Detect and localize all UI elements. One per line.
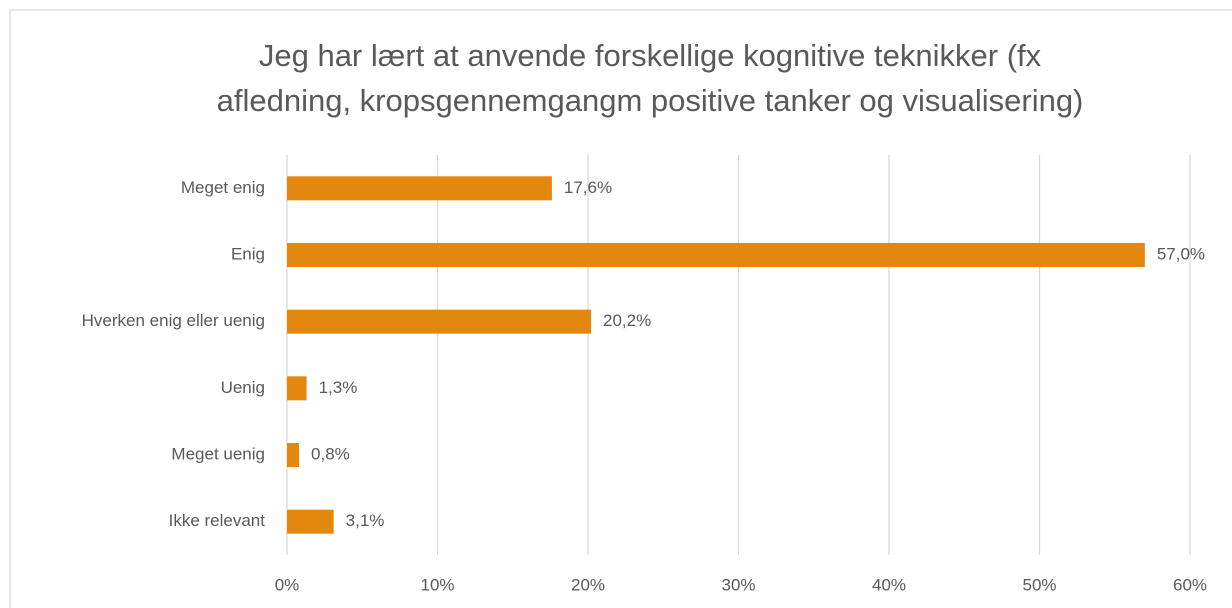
chart-frame (9, 9, 1232, 608)
bar (287, 376, 307, 401)
bar (287, 509, 334, 534)
x-tick-label: 10% (420, 575, 454, 594)
x-tick-label: 60% (1173, 575, 1207, 594)
y-tick-label: Meget uenig (171, 444, 265, 463)
x-tick-label: 40% (872, 575, 906, 594)
data-label: 3,1% (346, 511, 385, 530)
bar (287, 443, 300, 467)
data-label: 0,8% (311, 444, 350, 463)
y-tick-label: Hverken enig eller uenig (82, 311, 265, 330)
x-tick-label: 0% (275, 575, 300, 594)
x-tick-label: 30% (721, 575, 755, 594)
y-tick-label: Meget enig (181, 178, 265, 197)
data-label: 57,0% (1157, 244, 1205, 263)
bar (287, 309, 592, 334)
data-label: 20,2% (603, 311, 651, 330)
bar (287, 176, 552, 201)
data-label: 17,6% (564, 178, 612, 197)
x-tick-label: 20% (571, 575, 605, 594)
x-tick-label: 50% (1022, 575, 1056, 594)
y-tick-label: Uenig (221, 378, 265, 397)
chart-title: afledning, kropsgennemgangm positive tan… (217, 83, 1084, 118)
y-tick-label: Enig (231, 244, 265, 263)
chart-title: Jeg har lært at anvende forskellige kogn… (259, 38, 1042, 73)
bar (287, 243, 1145, 267)
y-tick-label: Ikke relevant (169, 511, 266, 530)
data-label: 1,3% (319, 378, 358, 397)
